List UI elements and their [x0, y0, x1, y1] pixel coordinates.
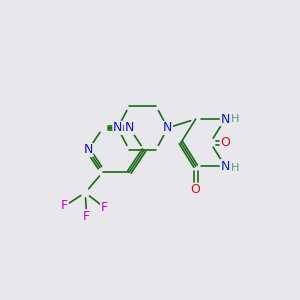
Text: N: N — [83, 143, 93, 157]
Text: N: N — [220, 112, 230, 126]
Text: O: O — [220, 136, 230, 149]
Text: F: F — [83, 210, 90, 223]
Text: H: H — [231, 163, 240, 173]
Text: N: N — [163, 122, 172, 134]
Text: H: H — [231, 114, 240, 124]
Text: F: F — [61, 200, 68, 212]
Text: N: N — [113, 122, 122, 134]
Text: O: O — [191, 183, 201, 196]
Text: N: N — [220, 160, 230, 173]
Text: F: F — [101, 201, 108, 214]
Text: N: N — [125, 122, 134, 134]
